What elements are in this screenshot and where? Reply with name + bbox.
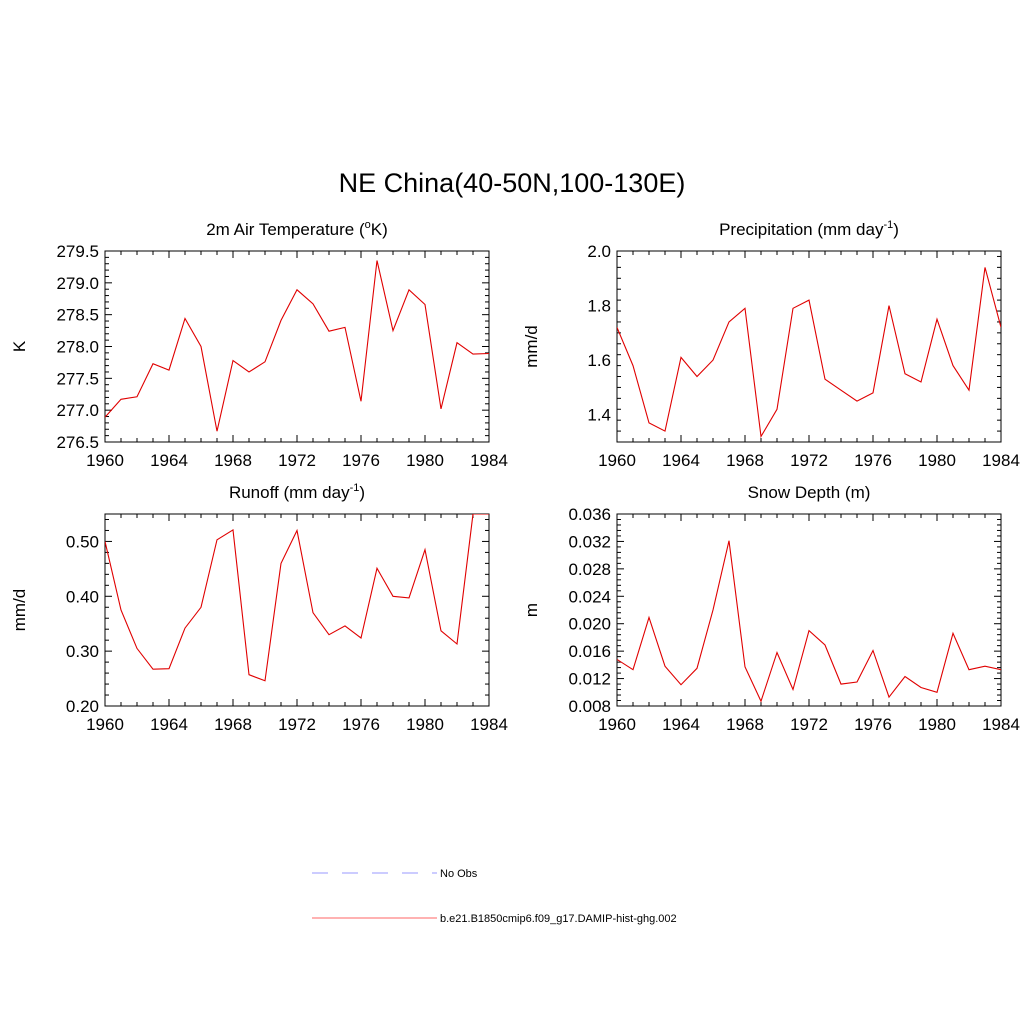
y-axis-label: mm/d (10, 589, 29, 632)
y-tick-label: 0.028 (568, 560, 611, 579)
x-tick-label: 1984 (470, 451, 508, 470)
x-tick-label: 1968 (726, 715, 764, 734)
x-tick-label: 1964 (662, 451, 700, 470)
panel-title-superscript: -1 (883, 219, 893, 231)
y-tick-label: 0.020 (568, 615, 611, 634)
x-tick-label: 1968 (726, 451, 764, 470)
plot-frame (104, 513, 490, 707)
panel-4: 1960 1964 1968 1972 1976 1980 1984 0.008 0.012 0.… (522, 483, 1020, 734)
y-tick-label: 0.012 (568, 670, 611, 689)
x-tick-label: 1972 (790, 715, 828, 734)
panel-title: Precipitation (mm day-1) (719, 219, 899, 239)
x-tick-label: 1980 (918, 451, 956, 470)
y-tick-label: 0.30 (66, 642, 99, 661)
panel-title-text: 2m Air Temperature ( (206, 220, 365, 239)
x-tick-label: 1976 (854, 451, 892, 470)
y-tick-label: 0.036 (568, 505, 611, 524)
panel-3: 1960 1964 1968 1972 1976 1980 1984 0.20 0.30 0.40… (10, 482, 508, 734)
x-tick-label: 1968 (214, 715, 252, 734)
x-tick-label: 1972 (278, 715, 316, 734)
panel-title: Runoff (mm day-1) (229, 482, 365, 502)
x-tick-label: 1984 (982, 715, 1020, 734)
panel-title-text: Snow Depth (m) (748, 483, 871, 502)
panel-1: 1960 1964 1968 1972 1976 1980 1984 276.5 277.0 27… (10, 219, 508, 470)
x-tick-label: 1972 (278, 451, 316, 470)
y-tick-label: 279.0 (56, 274, 99, 293)
x-tick-label: 1976 (342, 715, 380, 734)
legend-label: No Obs (440, 868, 478, 880)
series-line (105, 514, 489, 682)
legend: No Obs b.e21.B1850cmip6.f09_g17.DAMIP-his… (312, 868, 677, 925)
panel-title-text: Precipitation (mm day (719, 220, 884, 239)
y-tick-label: 278.5 (56, 306, 99, 325)
x-tick-label: 1968 (214, 451, 252, 470)
x-tick-label: 1980 (918, 715, 956, 734)
series-line (105, 260, 489, 432)
figure-title: NE China(40-50N,100-130E) (338, 168, 686, 198)
x-tick-label: 1964 (150, 451, 188, 470)
y-tick-label: 0.016 (568, 642, 611, 661)
panel-title-text: Runoff (mm day (229, 483, 350, 502)
y-axis-label: m (522, 603, 541, 617)
x-tick-label: 1976 (854, 715, 892, 734)
series-line (617, 267, 1001, 439)
y-tick-label: 0.032 (568, 532, 611, 551)
panel-title-tail: K) (371, 220, 388, 239)
panel-title: 2m Air Temperature (oK) (206, 219, 388, 239)
y-tick-label: 0.024 (568, 587, 611, 606)
y-axis-label: mm/d (522, 325, 541, 368)
x-tick-label: 1960 (86, 715, 124, 734)
x-tick-label: 1960 (598, 451, 636, 470)
y-tick-label: 1.6 (587, 351, 611, 370)
y-tick-label: 279.5 (56, 242, 99, 261)
x-tick-label: 1980 (406, 451, 444, 470)
x-tick-label: 1972 (790, 451, 828, 470)
y-tick-label: 276.5 (56, 433, 99, 452)
legend-label: b.e21.B1850cmip6.f09_g17.DAMIP-hist-ghg.… (440, 913, 677, 925)
y-tick-label: 277.5 (56, 369, 99, 388)
panel-title-superscript: o (365, 219, 371, 231)
y-tick-label: 278.0 (56, 338, 99, 357)
x-tick-label: 1960 (598, 715, 636, 734)
x-tick-label: 1960 (86, 451, 124, 470)
panel-title: Snow Depth (m) (748, 483, 871, 502)
panel-title-tail: ) (893, 220, 899, 239)
y-tick-label: 0.40 (66, 587, 99, 606)
x-tick-label: 1984 (982, 451, 1020, 470)
plot-frame (616, 250, 1002, 443)
y-tick-label: 2.0 (587, 242, 611, 261)
y-tick-label: 0.008 (568, 697, 611, 716)
x-tick-label: 1964 (150, 715, 188, 734)
y-tick-label: 0.20 (66, 697, 99, 716)
panel-2: 1960 1964 1968 1972 1976 1980 1984 1.4 1.6 1.8 2.0… (522, 219, 1020, 470)
x-tick-label: 1984 (470, 715, 508, 734)
y-tick-label: 277.0 (56, 401, 99, 420)
panel-title-tail: ) (359, 483, 365, 502)
x-tick-label: 1976 (342, 451, 380, 470)
y-tick-label: 1.4 (587, 406, 611, 425)
y-tick-label: 0.50 (66, 532, 99, 551)
panel-title-superscript: -1 (350, 482, 360, 494)
y-axis-label: K (10, 340, 29, 352)
x-tick-label: 1980 (406, 715, 444, 734)
x-tick-label: 1964 (662, 715, 700, 734)
y-tick-label: 1.8 (587, 297, 611, 316)
series-line (617, 540, 1001, 703)
